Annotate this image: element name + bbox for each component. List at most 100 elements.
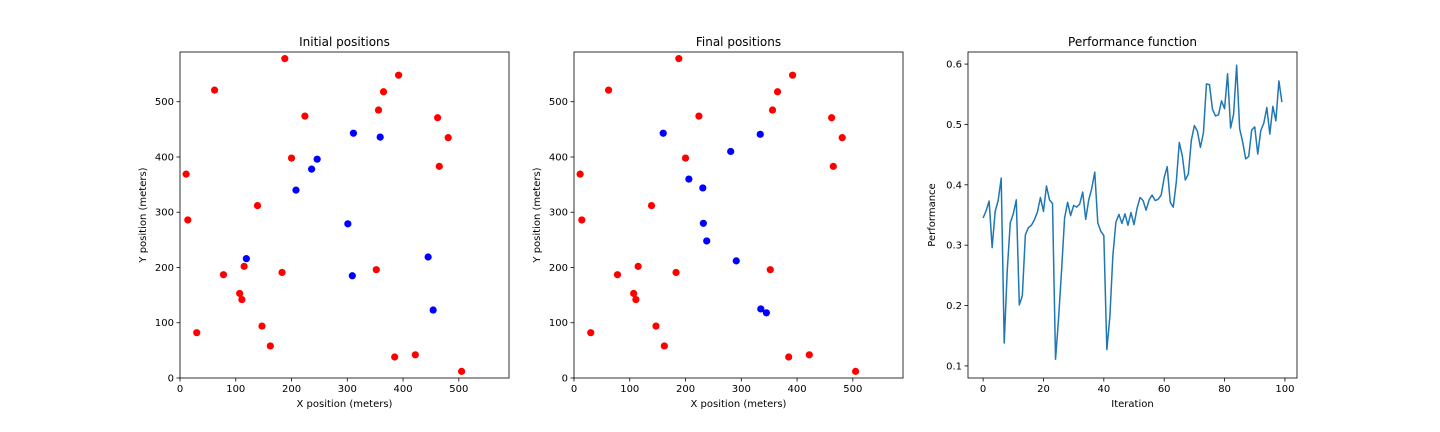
red-point [458,367,466,375]
red-point [672,268,680,277]
blue-point [699,184,707,192]
chart-title: Final positions [696,35,781,49]
blue-point [376,133,384,141]
red-point [379,88,388,96]
y-axis-label: Y position (meters) [138,167,149,263]
red-point [660,342,668,350]
x-tick-label: 400 [788,384,807,395]
red-point [240,262,248,270]
blue-point [349,129,358,137]
red-point [182,170,190,178]
red-point [391,353,399,361]
red-point [681,154,690,162]
axes-frame [573,51,904,379]
performance-line [982,64,1283,361]
blue-point [757,305,765,313]
red-point [773,88,782,96]
x-tick-label: 40 [1097,384,1110,395]
red-point [374,106,383,114]
red-point [695,112,703,120]
red-point [278,268,286,277]
performance-function-panel: 0 20 40 60 80 100 0.1 0.2 0.3 0.4 0.5 0.6 Performanc… [927,35,1298,410]
y-tick-label: 0 [562,374,568,385]
red-point [652,322,660,330]
blue-point [313,155,321,163]
red-point [587,329,595,337]
x-tick-label: 60 [1158,384,1171,395]
red-point [838,134,846,142]
red-point [576,170,584,178]
y-tick-label: 0 [168,374,174,385]
blue-point [699,219,707,227]
blue-point [308,165,316,173]
chart-title: Initial positions [299,35,390,49]
axes-frame [967,51,1298,379]
x-tick-label: 100 [1275,384,1294,395]
y-tick-label: 300 [549,208,568,219]
final-positions-panel: 0 100 200 300 400 500 0 100 200 300 400 500 Final po… [532,35,904,410]
red-point [411,351,419,359]
blue-point [292,186,300,194]
y-tick-label: 300 [155,208,174,219]
red-point [435,162,443,170]
red-point [630,289,638,298]
red-point [805,351,813,359]
x-tick-label: 300 [338,384,357,395]
blue-point [756,130,764,138]
red-point [829,162,837,170]
red-point [632,295,640,304]
red-point [238,295,246,304]
y-tick-label: 0.3 [946,241,962,252]
initial-positions-panel: 0 100 200 300 400 500 0 100 200 300 400 500 Initial … [138,35,510,410]
blue-point [727,147,735,156]
red-point [210,86,219,94]
red-point [675,55,683,63]
blue-point [344,220,352,228]
y-tick-label: 400 [155,152,174,163]
red-point [852,367,860,375]
x-axis-label: Iteration [1111,399,1153,410]
red-point [647,202,656,210]
red-point [266,342,274,350]
x-tick-label: 0 [571,384,577,395]
red-point [281,55,289,63]
y-tick-label: 400 [549,152,568,163]
blue-point [429,306,437,314]
red-point [434,114,442,122]
red-point [287,154,296,162]
red-point [785,353,793,361]
x-axis-label: X position (meters) [691,399,787,410]
blue-point [424,253,432,261]
y-tick-label: 0.2 [946,301,962,312]
red-point [788,71,797,79]
x-tick-label: 400 [394,384,413,395]
x-tick-label: 100 [620,384,639,395]
blue-point [703,237,711,245]
red-point [828,114,836,122]
x-tick-label: 100 [226,384,245,395]
blue-point [242,255,250,263]
x-tick-label: 0 [980,384,986,395]
red-point [253,202,262,210]
y-tick-label: 200 [155,263,174,274]
y-tick-label: 100 [549,318,568,329]
y-tick-label: 0.1 [946,361,962,372]
chart-title: Performance function [1068,35,1197,49]
y-tick-label: 500 [155,97,174,108]
red-point [444,134,452,142]
blue-point [348,272,356,280]
red-point [236,289,244,298]
y-tick-label: 0.5 [946,120,962,131]
blue-point [732,257,740,265]
red-point [372,266,380,274]
axes-frame [179,51,510,379]
red-point [613,271,622,279]
red-point [634,262,642,270]
y-tick-label: 100 [155,318,174,329]
x-tick-label: 500 [843,384,862,395]
red-point [604,86,613,94]
x-axis-label: X position (meters) [297,399,393,410]
red-point [394,71,403,79]
x-tick-label: 20 [1037,384,1050,395]
